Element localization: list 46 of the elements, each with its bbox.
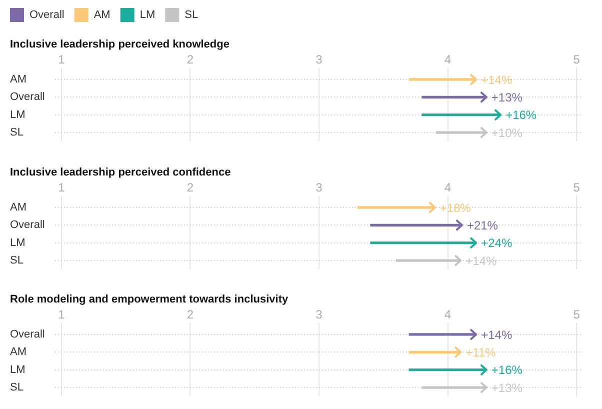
annotation: +14%: [481, 328, 512, 342]
annotation: +18%: [440, 200, 472, 215]
y-tick-label: Overall: [10, 328, 45, 340]
x-tick-label: 1: [58, 180, 66, 195]
annotation: +21%: [466, 218, 498, 232]
y-tick-label: AM: [10, 346, 26, 358]
annotation: +14%: [481, 72, 512, 87]
x-tick-label: 5: [573, 180, 580, 195]
y-tick-label: LM: [10, 108, 26, 121]
x-tick-label: 2: [186, 52, 194, 67]
chart-title: Inclusive leadership perceived confidence: [10, 166, 231, 179]
x-tick-label: 1: [58, 52, 66, 67]
y-tick-label: SL: [10, 382, 24, 394]
annotation: +16%: [491, 363, 523, 378]
x-tick-label: 3: [316, 52, 323, 67]
legend-label: Overall: [30, 9, 64, 22]
annotation: +14%: [466, 254, 498, 268]
y-tick-label: Overall: [10, 219, 45, 232]
x-tick-label: 2: [186, 180, 194, 195]
x-tick-label: 4: [444, 180, 452, 195]
chart-title: Inclusive leadership perceived knowledge: [10, 38, 230, 51]
legend-label: SL: [184, 9, 198, 22]
annotation: +11%: [466, 345, 496, 360]
x-tick-label: 2: [186, 308, 194, 322]
annotation: +13%: [491, 380, 523, 395]
y-tick-label: SL: [10, 126, 24, 139]
legend-label: LM: [140, 9, 156, 22]
annotation: +24%: [481, 236, 512, 250]
y-tick-label: AM: [10, 201, 26, 214]
x-tick-label: 1: [58, 308, 66, 322]
annotation: +16%: [506, 108, 537, 122]
x-tick-label: 4: [444, 52, 452, 67]
y-tick-label: SL: [10, 254, 24, 267]
y-tick-label: LM: [10, 236, 26, 249]
y-tick-label: LM: [10, 364, 26, 376]
x-tick-label: 3: [316, 180, 323, 195]
legend-label: AM: [94, 9, 110, 22]
x-tick-label: 3: [316, 308, 323, 322]
annotation: +13%: [491, 90, 523, 104]
chart-title: Role modeling and empowerment towards inclusivity: [10, 294, 289, 306]
x-tick-label: 5: [573, 308, 580, 322]
y-tick-label: AM: [10, 73, 26, 86]
x-tick-label: 5: [573, 52, 580, 67]
x-tick-label: 4: [444, 308, 452, 322]
annotation: +10%: [491, 126, 523, 140]
y-tick-label: Overall: [10, 91, 45, 104]
